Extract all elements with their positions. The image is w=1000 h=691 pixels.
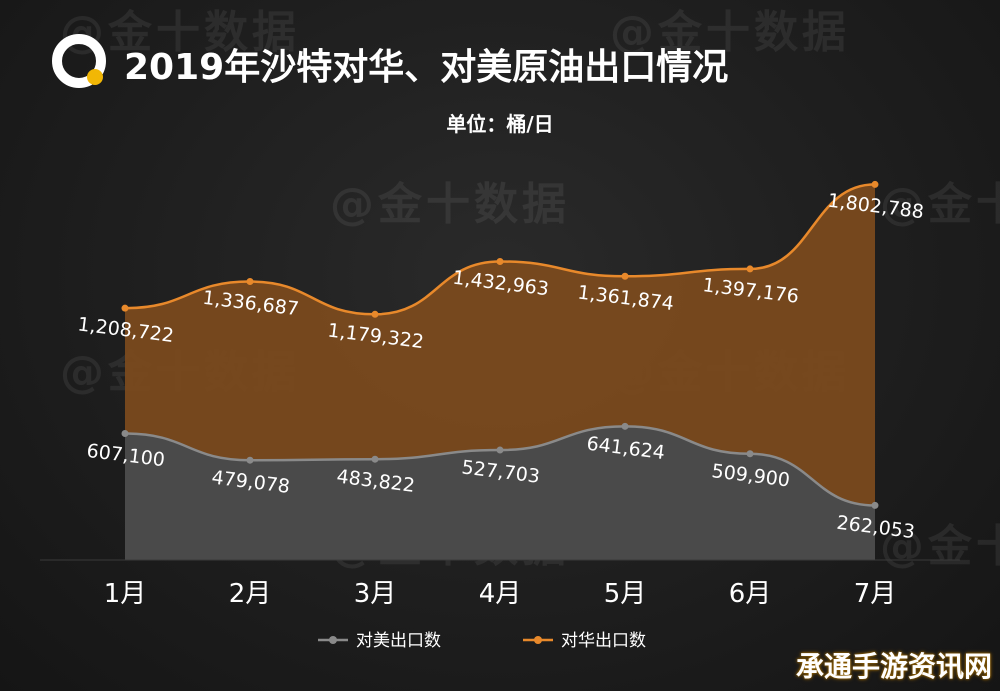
data-point-us — [371, 455, 379, 463]
watermark: @金十数据 — [880, 179, 1000, 230]
data-point-us — [246, 456, 254, 464]
legend-label: 对美出口数 — [356, 631, 441, 651]
x-tick-label: 7月 — [854, 579, 897, 609]
data-point-us — [871, 501, 879, 509]
data-point-china — [871, 180, 879, 188]
data-point-china — [121, 304, 129, 312]
legend-swatch-dot — [534, 636, 542, 644]
data-point-china — [496, 257, 504, 265]
watermark: @金十数据 — [330, 179, 570, 230]
data-point-china — [246, 278, 254, 286]
x-tick-label: 5月 — [604, 579, 647, 609]
logo-icon — [52, 34, 106, 88]
data-point-china — [371, 310, 379, 318]
x-tick-label: 1月 — [104, 579, 147, 609]
watermark: @金十数据 — [880, 521, 1000, 572]
data-point-us — [496, 446, 504, 454]
x-tick-label: 6月 — [729, 579, 772, 609]
data-point-us — [621, 422, 629, 430]
data-point-us — [121, 430, 129, 438]
x-tick-label: 3月 — [354, 579, 397, 609]
watermark: @金十数据 — [610, 7, 850, 58]
x-tick-label: 4月 — [479, 579, 522, 609]
chart-title: 2019年沙特对华、对美原油出口情况 — [124, 47, 729, 88]
data-point-china — [621, 272, 629, 280]
data-point-us — [746, 450, 754, 458]
x-tick-label: 2月 — [229, 579, 272, 609]
chart-subtitle: 单位：桶/日 — [446, 112, 554, 136]
corner-badge: 承通手游资讯网 — [795, 650, 992, 683]
data-point-china — [746, 265, 754, 273]
legend-swatch-dot — [329, 636, 337, 644]
legend-label: 对华出口数 — [561, 631, 646, 651]
